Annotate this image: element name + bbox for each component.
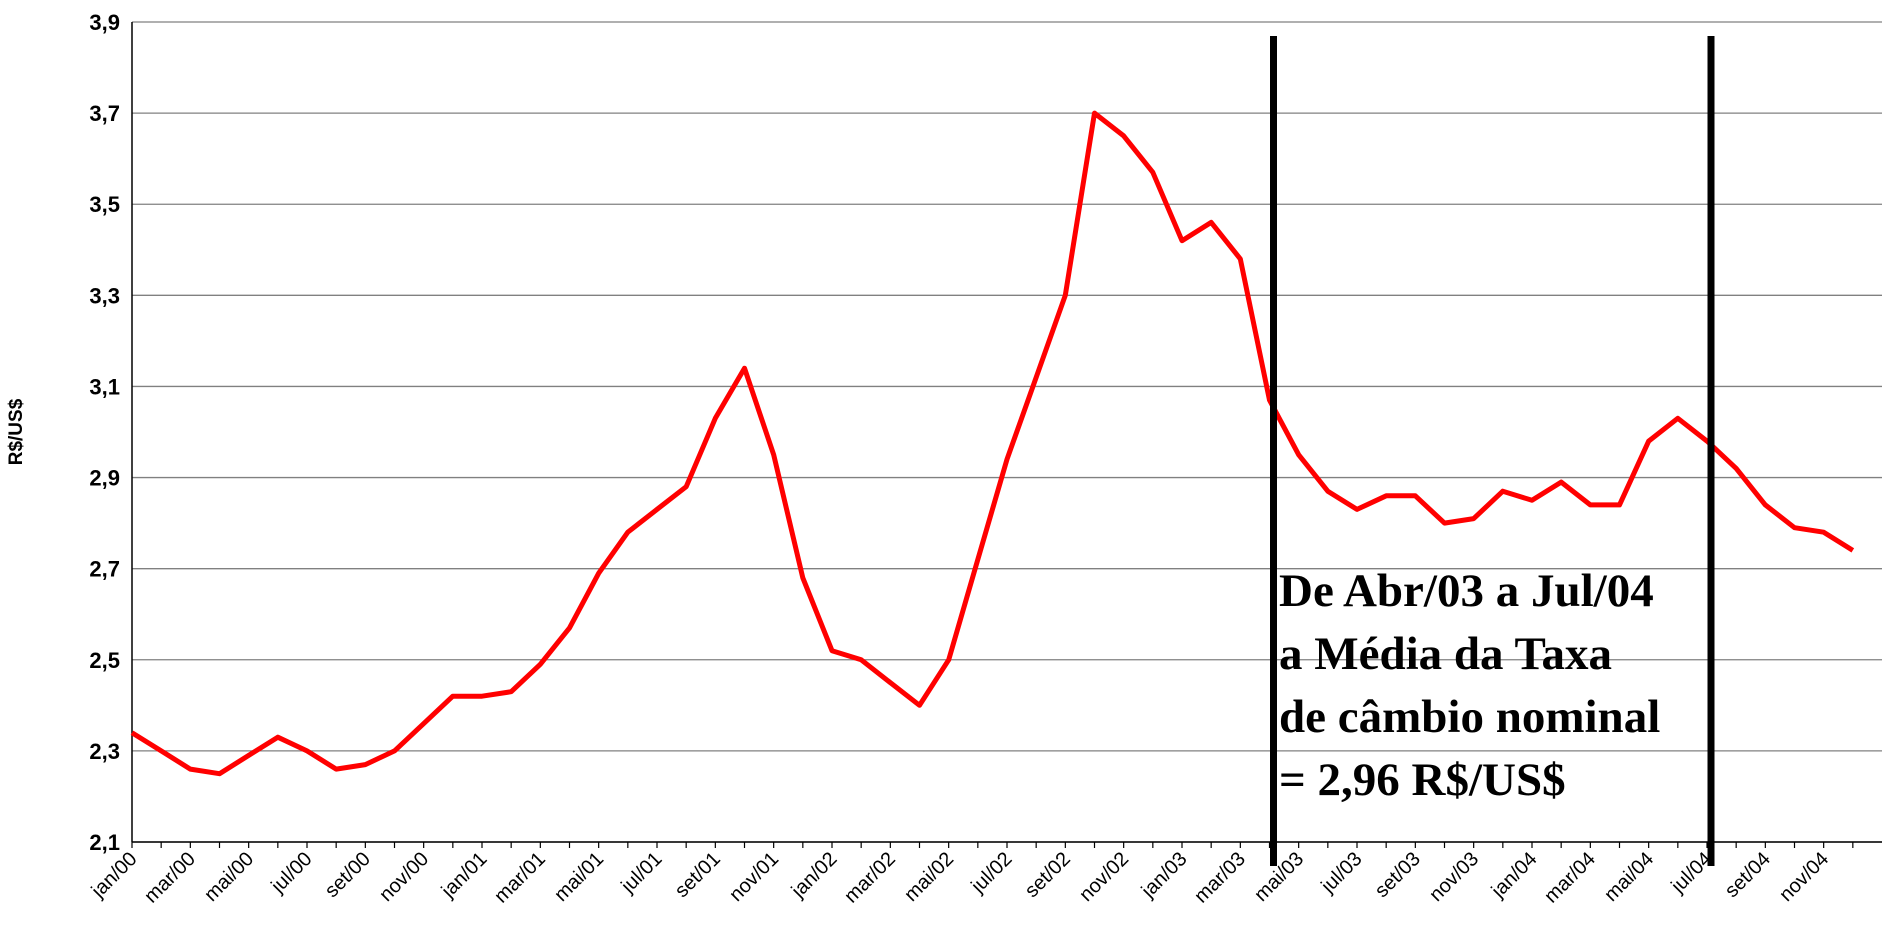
x-tick-label: mai/04: [1600, 848, 1658, 906]
x-tick-label: mai/02: [900, 848, 958, 906]
x-tick-label: nov/03: [1425, 848, 1483, 906]
x-tick-label: set/02: [1021, 848, 1075, 902]
x-tick-label: jan/00: [87, 848, 142, 903]
annotation: = 2,96 R$/US$: [1279, 754, 1566, 806]
y-tick-label: 2,9: [89, 466, 120, 491]
x-tick-label: mai/00: [200, 848, 258, 906]
x-tick-label: set/01: [671, 848, 725, 902]
x-tick-label: mar/04: [1540, 848, 1600, 908]
x-tick-label: set/03: [1371, 848, 1425, 902]
x-tick-label: set/04: [1721, 848, 1775, 902]
x-tick-label: set/00: [321, 848, 375, 902]
annotation: de câmbio nominal: [1279, 691, 1660, 743]
y-tick-label: 2,5: [89, 648, 120, 673]
x-tick-label: nov/01: [725, 848, 783, 906]
x-tick-label: jan/01: [437, 848, 492, 903]
y-tick-label: 3,5: [89, 192, 120, 217]
x-tick-label: mai/03: [1250, 848, 1308, 906]
y-tick-label: 2,7: [89, 557, 120, 582]
x-tick-label: mar/01: [490, 848, 550, 908]
y-tick-label: 3,9: [89, 10, 120, 35]
x-tick-label: jul/01: [616, 848, 666, 898]
x-tick-label: nov/00: [375, 848, 433, 906]
x-tick-label: mar/03: [1190, 848, 1250, 908]
x-tick-label: mai/01: [550, 848, 608, 906]
y-tick-label: 3,7: [89, 101, 120, 126]
annotation: a Média da Taxa: [1279, 628, 1612, 680]
annotation: De Abr/03 a Jul/04: [1279, 565, 1654, 617]
x-tick-label: jan/04: [1487, 848, 1542, 903]
x-tick-label: mar/00: [140, 848, 200, 908]
y-tick-label: 3,3: [89, 283, 120, 308]
y-axis-label: R$/US$: [6, 398, 27, 465]
x-tick-label: nov/04: [1775, 848, 1833, 906]
x-tick-label: jul/03: [1316, 848, 1366, 898]
y-tick-label: 3,1: [89, 374, 120, 399]
x-tick-label: jan/03: [1137, 848, 1192, 903]
y-tick-label: 2,3: [89, 739, 120, 764]
x-tick-label: mar/02: [840, 848, 900, 908]
x-tick-label: jul/00: [266, 848, 316, 898]
x-tick-label: jul/02: [966, 848, 1016, 898]
y-tick-label: 2,1: [89, 830, 120, 855]
x-tick-label: jan/02: [787, 848, 842, 903]
x-tick-label: nov/02: [1075, 848, 1133, 906]
data-line: [130, 110, 1855, 777]
